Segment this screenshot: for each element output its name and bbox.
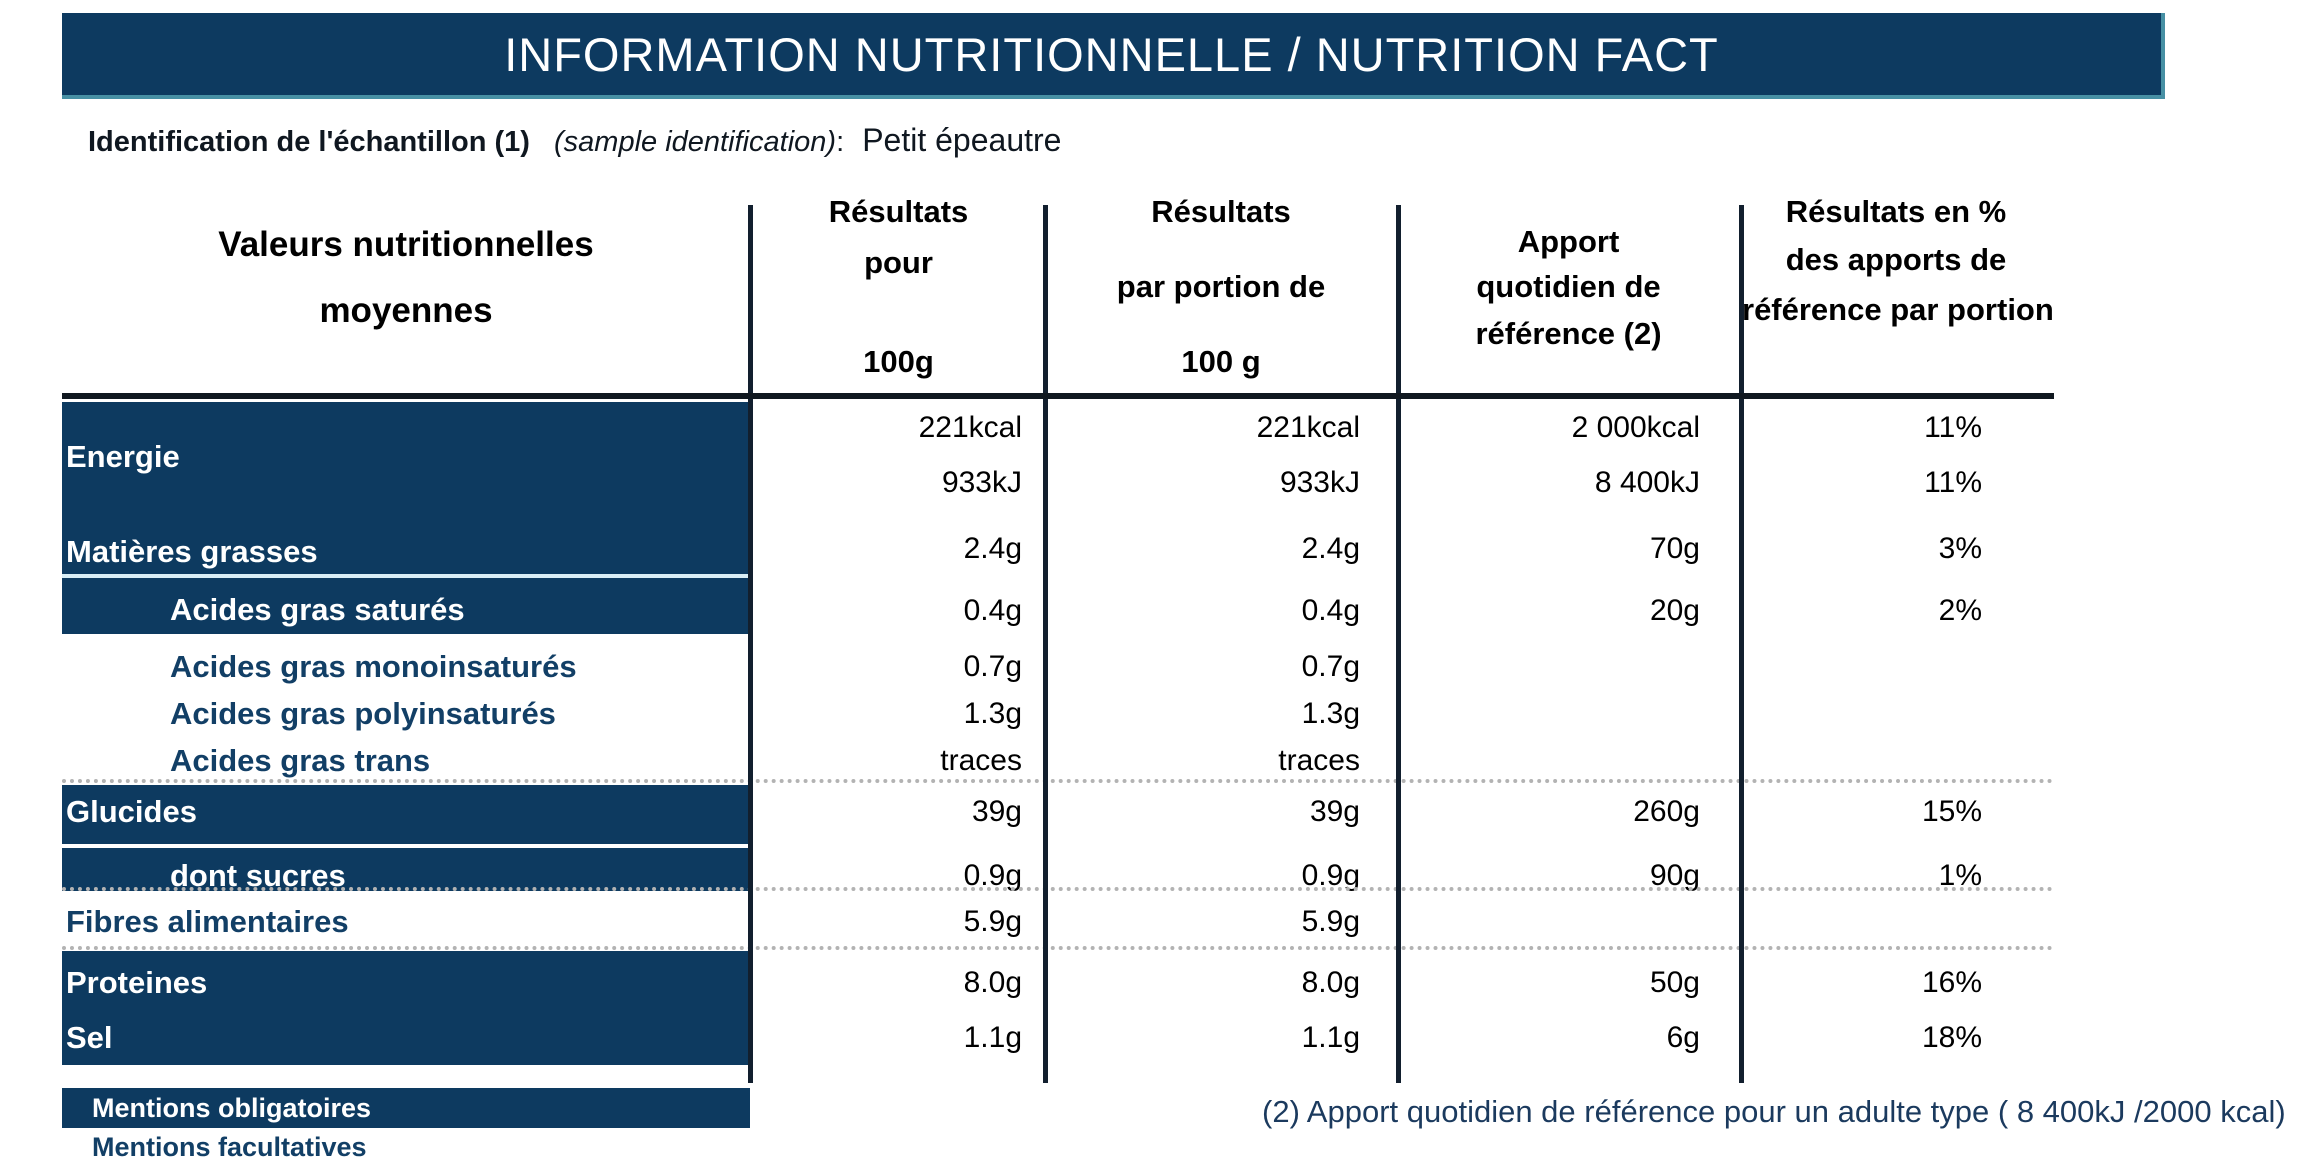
value-glucides-reference: 260g [1633, 795, 1700, 828]
value-energie-kj-portion: 933kJ [1279, 466, 1360, 499]
header-line: 100 g [1181, 344, 1261, 379]
value-energie-kcal-100g: 221kcal [918, 411, 1022, 444]
value-lipides-reference: 70g [1649, 532, 1700, 565]
value-glucides-percent: 15% [1921, 795, 1982, 828]
header-col-per-portion: Résultats [1151, 194, 1291, 229]
value-trans-100g: traces [940, 744, 1022, 777]
mentions-obligatoires-bar: Mentions obligatoires [62, 1088, 750, 1128]
block-separator [62, 844, 750, 848]
row-label-fibres: Fibres alimentaires [66, 904, 349, 939]
mentions-obligatoires-label: Mentions obligatoires [92, 1092, 372, 1123]
header-line: par portion de [1116, 269, 1326, 304]
value-satures-portion: 0.4g [1301, 594, 1360, 627]
column-divider [1043, 205, 1048, 1083]
value-polyinsatures-100g: 1.3g [963, 697, 1022, 730]
value-satures-100g: 0.4g [963, 594, 1022, 627]
header-col-values: Valeurs nutritionnelles moyennes [62, 212, 750, 344]
value-satures-reference: 20g [1649, 594, 1700, 627]
label-block-energie-lipides [62, 402, 750, 634]
mentions-facultatives-label: Mentions facultatives [92, 1132, 367, 1162]
value-sucres-100g: 0.9g [963, 859, 1022, 892]
value-sucres-portion: 0.9g [1301, 859, 1360, 892]
value-energie-kj-reference: 8 400kJ [1594, 466, 1700, 499]
sample-label-en: (sample identification) [554, 126, 837, 158]
page-title: INFORMATION NUTRITIONNELLE / NUTRITION F… [504, 27, 1719, 81]
sample-value: Petit épeautre [862, 122, 1062, 158]
value-fibres-portion: 5.9g [1301, 905, 1360, 938]
header-line: référence (2) [1475, 316, 1662, 351]
header-underline [62, 393, 2054, 399]
value-lipides-percent: 3% [1938, 532, 1982, 565]
header-line: référence par portion [1742, 292, 2054, 327]
value-trans-portion: traces [1278, 744, 1360, 777]
dotted-row-rule [62, 946, 2054, 950]
column-divider [748, 205, 753, 1083]
value-proteines-percent: 16% [1921, 966, 1982, 999]
header-line: moyennes [319, 291, 493, 330]
row-label-acides-gras-monoinsatures: Acides gras monoinsaturés [170, 649, 577, 684]
value-monoinsatures-100g: 0.7g [963, 650, 1022, 683]
value-energie-kj-100g: 933kJ [941, 466, 1022, 499]
value-energie-kcal-portion: 221kcal [1256, 411, 1360, 444]
header-line: 100g [863, 344, 934, 379]
value-satures-percent: 2% [1938, 594, 1982, 627]
value-proteines-portion: 8.0g [1301, 966, 1360, 999]
value-glucides-portion: 39g [1309, 795, 1360, 828]
value-sel-portion: 1.1g [1301, 1021, 1360, 1054]
value-energie-kcal-percent: 11% [1924, 411, 1982, 444]
header-col-percent-reference: Résultats en % [1785, 194, 2007, 229]
dotted-row-rule [62, 887, 2054, 891]
row-label-acides-gras-satures: Acides gras saturés [170, 592, 465, 627]
block-separator [62, 574, 750, 578]
column-divider [1396, 205, 1401, 1083]
value-lipides-portion: 2.4g [1301, 532, 1360, 565]
row-label-matieres-grasses: Matières grasses [66, 534, 318, 569]
label-block-glucides [62, 785, 750, 891]
column-divider [1739, 205, 1744, 1083]
header-line: Valeurs nutritionnelles [218, 225, 594, 264]
value-proteines-100g: 8.0g [963, 966, 1022, 999]
value-sucres-percent: 1% [1938, 859, 1982, 892]
row-label-energie: Energie [66, 439, 180, 474]
header-col-per100g: Résultats [828, 194, 969, 229]
row-label-glucides: Glucides [66, 794, 197, 829]
value-fibres-100g: 5.9g [963, 905, 1022, 938]
row-label-proteines: Proteines [66, 965, 208, 1000]
sample-colon: : [836, 126, 845, 158]
row-label-sel: Sel [66, 1020, 113, 1055]
value-sel-percent: 18% [1921, 1021, 1982, 1054]
header-line: quotidien de [1476, 269, 1661, 304]
value-sel-reference: 6g [1666, 1021, 1700, 1054]
value-monoinsatures-portion: 0.7g [1301, 650, 1360, 683]
value-glucides-100g: 39g [971, 795, 1022, 828]
value-energie-kj-percent: 11% [1924, 466, 1982, 499]
row-label-acides-gras-polyinsatures: Acides gras polyinsaturés [170, 696, 556, 731]
dotted-row-rule [62, 779, 2054, 783]
header-line: des apports de [1785, 242, 2007, 277]
value-energie-kcal-reference: 2 000kcal [1571, 411, 1700, 444]
header-col-reference-intake: Apport [1517, 224, 1620, 259]
header-line: pour [864, 245, 933, 280]
sample-identification-line: Identification de l'échantillon (1) (sam… [88, 122, 1061, 159]
value-sucres-reference: 90g [1649, 859, 1700, 892]
value-proteines-reference: 50g [1649, 966, 1700, 999]
value-polyinsatures-portion: 1.3g [1301, 697, 1360, 730]
sample-label-fr: Identification de l'échantillon (1) [88, 126, 530, 158]
title-bar: INFORMATION NUTRITIONNELLE / NUTRITION F… [62, 13, 2165, 99]
reference-intake-footnote: (2) Apport quotidien de référence pour u… [1262, 1094, 2286, 1129]
row-label-acides-gras-trans: Acides gras trans [170, 743, 431, 778]
label-block-proteines-sel [62, 951, 750, 1065]
value-lipides-100g: 2.4g [963, 532, 1022, 565]
value-sel-100g: 1.1g [963, 1021, 1022, 1054]
